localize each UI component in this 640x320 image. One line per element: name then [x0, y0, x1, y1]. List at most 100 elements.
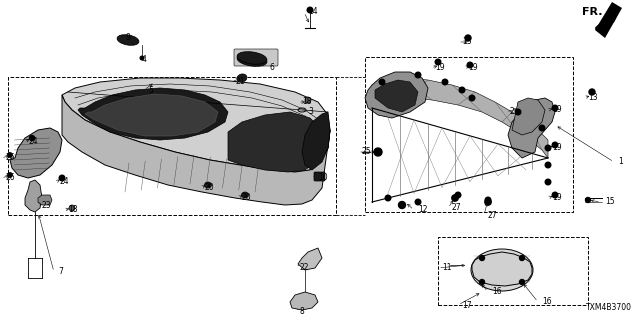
Text: 19: 19 — [552, 106, 562, 115]
Circle shape — [60, 175, 65, 181]
Polygon shape — [298, 248, 322, 270]
Text: 12: 12 — [418, 205, 428, 214]
Polygon shape — [62, 78, 330, 172]
Ellipse shape — [241, 192, 248, 198]
Text: 26: 26 — [5, 154, 15, 163]
Circle shape — [415, 72, 421, 78]
Polygon shape — [38, 195, 52, 205]
Bar — [8, 77, 336, 215]
Circle shape — [540, 125, 545, 131]
Ellipse shape — [237, 54, 267, 66]
Text: 14: 14 — [308, 7, 317, 17]
Text: 5: 5 — [148, 85, 153, 94]
Polygon shape — [365, 72, 428, 118]
Circle shape — [552, 192, 558, 198]
Text: 19: 19 — [552, 143, 562, 153]
Circle shape — [586, 197, 591, 203]
Text: 3: 3 — [308, 108, 313, 116]
Text: 16: 16 — [492, 287, 502, 297]
Text: 6: 6 — [270, 63, 275, 73]
Circle shape — [479, 255, 484, 260]
Circle shape — [452, 195, 458, 201]
FancyBboxPatch shape — [234, 49, 278, 66]
Polygon shape — [290, 292, 318, 310]
Text: 19: 19 — [435, 63, 445, 73]
Text: 18: 18 — [302, 98, 312, 107]
Polygon shape — [595, 2, 622, 38]
Circle shape — [465, 35, 471, 41]
Text: 4: 4 — [142, 55, 147, 65]
Text: 9: 9 — [125, 34, 130, 43]
Text: 27: 27 — [488, 211, 498, 220]
Circle shape — [479, 279, 484, 284]
Text: 19: 19 — [552, 194, 562, 203]
Text: 17: 17 — [462, 300, 472, 309]
Circle shape — [545, 179, 551, 185]
Text: 24: 24 — [60, 178, 70, 187]
Text: 15: 15 — [605, 197, 614, 206]
Circle shape — [545, 145, 551, 151]
Text: FR.: FR. — [582, 7, 602, 17]
Text: 13: 13 — [462, 37, 472, 46]
Circle shape — [8, 153, 12, 157]
Text: 18: 18 — [68, 205, 77, 214]
Circle shape — [379, 79, 385, 85]
Polygon shape — [10, 128, 62, 178]
Ellipse shape — [69, 205, 75, 211]
Circle shape — [589, 89, 595, 95]
Text: 23: 23 — [42, 201, 52, 210]
Polygon shape — [512, 98, 545, 135]
Polygon shape — [62, 95, 330, 205]
Text: TXM4B3700: TXM4B3700 — [586, 303, 632, 312]
Circle shape — [485, 199, 492, 205]
Ellipse shape — [305, 97, 311, 103]
Text: 1: 1 — [618, 157, 623, 166]
Circle shape — [469, 95, 475, 101]
Circle shape — [485, 197, 491, 203]
Circle shape — [455, 192, 461, 198]
Text: 26: 26 — [5, 173, 15, 182]
Circle shape — [307, 7, 313, 13]
Text: 19: 19 — [468, 63, 477, 73]
Circle shape — [29, 135, 35, 140]
Ellipse shape — [237, 74, 247, 82]
Circle shape — [552, 142, 558, 148]
Ellipse shape — [471, 249, 533, 291]
Circle shape — [520, 279, 525, 284]
Polygon shape — [508, 98, 555, 158]
Circle shape — [399, 202, 406, 209]
Polygon shape — [78, 88, 228, 140]
Text: 13: 13 — [588, 93, 598, 102]
Text: 8: 8 — [300, 308, 305, 316]
Text: 25: 25 — [362, 148, 372, 156]
Text: 20: 20 — [205, 183, 214, 193]
Text: 21: 21 — [235, 77, 244, 86]
Text: 2: 2 — [510, 108, 515, 116]
Polygon shape — [25, 180, 42, 212]
Text: 27: 27 — [452, 204, 461, 212]
Polygon shape — [228, 112, 325, 172]
Polygon shape — [302, 112, 330, 170]
Polygon shape — [375, 80, 418, 112]
Text: 24: 24 — [28, 138, 38, 147]
Circle shape — [515, 109, 521, 115]
Circle shape — [460, 87, 465, 93]
Text: 20: 20 — [242, 194, 252, 203]
Text: 16: 16 — [542, 298, 552, 307]
Bar — [438, 237, 588, 305]
Circle shape — [8, 173, 12, 177]
Circle shape — [140, 56, 144, 60]
Text: 10: 10 — [318, 173, 328, 182]
Polygon shape — [372, 78, 548, 158]
Ellipse shape — [237, 52, 267, 64]
Circle shape — [545, 162, 551, 168]
Circle shape — [435, 59, 441, 65]
Text: 22: 22 — [300, 263, 310, 273]
Circle shape — [374, 148, 382, 156]
Ellipse shape — [205, 182, 211, 188]
Circle shape — [385, 195, 391, 201]
Polygon shape — [85, 94, 218, 136]
Circle shape — [467, 62, 473, 68]
FancyBboxPatch shape — [314, 172, 325, 181]
Ellipse shape — [117, 35, 139, 45]
